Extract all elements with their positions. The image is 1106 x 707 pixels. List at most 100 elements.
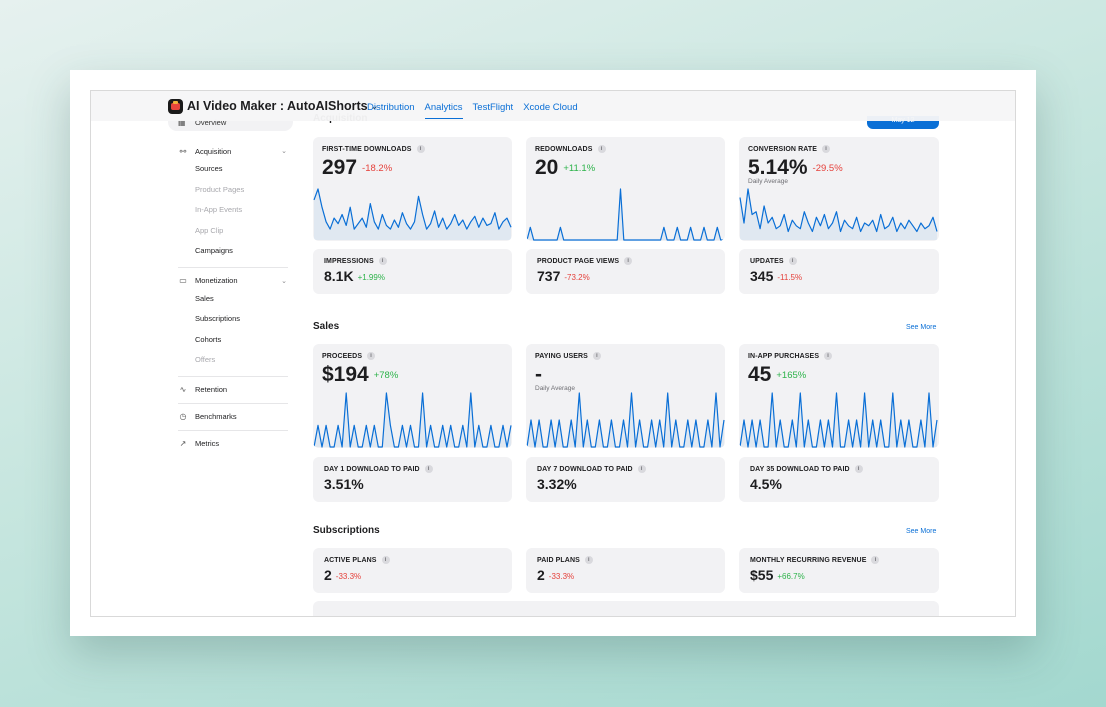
sidebar-item-subscriptions[interactable]: Subscriptions <box>195 314 241 323</box>
metric-label: CONVERSION RATE i <box>748 145 831 153</box>
sidebar-item-benchmarks[interactable]: ◷ Benchmarks <box>168 409 293 425</box>
sparkline <box>526 188 724 241</box>
metric-value-text: $194 <box>322 363 369 386</box>
sparkline-area <box>740 189 937 240</box>
metric-label: PRODUCT PAGE VIEWS i <box>537 257 633 265</box>
metric-value: 737 -73.2% <box>537 268 590 284</box>
info-icon[interactable]: i <box>637 465 646 473</box>
metric-card-in-app-purchases[interactable]: IN-APP PURCHASES i 45 +165% <box>739 344 939 448</box>
info-icon[interactable]: i <box>584 556 593 564</box>
tab-analytics[interactable]: Analytics <box>424 102 463 119</box>
tab-xcode-cloud[interactable]: Xcode Cloud <box>523 102 578 113</box>
info-icon[interactable]: i <box>822 145 831 153</box>
chevron-down-icon: ⌄ <box>281 148 287 155</box>
metric-label-text: PROCEEDS <box>322 352 363 360</box>
metric-delta: -73.2% <box>564 273 590 282</box>
sidebar: ▦ Overview ⚯ Acquisition ⌄ Sources Produ… <box>168 113 293 452</box>
app-icon[interactable] <box>168 99 183 114</box>
sparkline-area <box>314 189 511 240</box>
metric-delta: +66.7% <box>777 572 805 581</box>
sales-see-more-link[interactable]: See More <box>906 324 937 331</box>
sidebar-item-campaigns[interactable]: Campaigns <box>195 246 233 255</box>
metric-value-text: $55 <box>750 567 774 583</box>
sidebar-divider <box>178 266 288 268</box>
metric-label-text: IMPRESSIONS <box>324 257 374 265</box>
subscriptions-see-more-link[interactable]: See More <box>906 528 937 535</box>
metric-value: 4.5% <box>750 476 782 492</box>
info-icon[interactable]: i <box>871 556 880 564</box>
pulse-icon: ∿ <box>179 385 187 394</box>
metric-card-product-page-views[interactable]: PRODUCT PAGE VIEWS i 737 -73.2% <box>526 249 725 294</box>
sidebar-section-monetization[interactable]: ▭ Monetization ⌄ <box>168 273 293 289</box>
metric-label-text: DAY 1 DOWNLOAD TO PAID <box>324 465 420 473</box>
sidebar-item-metrics[interactable]: ↗ Metrics <box>168 436 293 452</box>
metric-label-text: DAY 35 DOWNLOAD TO PAID <box>750 465 850 473</box>
metric-card-paying-users[interactable]: PAYING USERS i - Daily Average <box>526 344 725 448</box>
info-icon[interactable]: i <box>424 465 433 473</box>
metric-card-redownloads[interactable]: REDOWNLOADS i 20 +11.1% <box>526 137 725 241</box>
metric-card-first-time-downloads[interactable]: FIRST-TIME DOWNLOADS i 297 -18.2% <box>313 137 512 241</box>
sparkline <box>739 188 938 240</box>
sidebar-item-sales[interactable]: Sales <box>195 293 214 303</box>
sidebar-item-app-clip: App Clip <box>195 225 224 235</box>
metric-value: 3.51% <box>324 476 364 492</box>
metric-label: DAY 1 DOWNLOAD TO PAID i <box>324 465 433 473</box>
metric-label: PAYING USERS i <box>535 352 601 360</box>
sparkline-line <box>526 392 725 448</box>
metric-label-text: FIRST-TIME DOWNLOADS <box>322 145 412 153</box>
tab-distribution[interactable]: Distribution <box>367 102 415 113</box>
metric-delta: +165% <box>776 370 807 381</box>
info-icon[interactable]: i <box>824 352 833 360</box>
metric-delta: -29.5% <box>812 163 843 174</box>
sidebar-item-retention[interactable]: ∿ Retention <box>168 382 293 398</box>
metric-card-conversion-rate[interactable]: CONVERSION RATE i 5.14% -29.5% Daily Avera… <box>739 137 939 241</box>
metric-label-text: MONTHLY RECURRING REVENUE <box>750 556 867 564</box>
metric-value-text: 8.1K <box>324 268 354 284</box>
metric-label-text: DAY 7 DOWNLOAD TO PAID <box>537 465 633 473</box>
metric-label: FIRST-TIME DOWNLOADS i <box>322 145 425 153</box>
clock-icon: ◷ <box>179 412 187 421</box>
metric-card-proceeds[interactable]: PROCEEDS i $194 +78% <box>313 344 512 448</box>
info-icon[interactable]: i <box>597 145 606 153</box>
metric-note: Daily Average <box>748 178 788 185</box>
info-icon[interactable]: i <box>367 352 376 360</box>
metric-card-day1-download-to-paid[interactable]: DAY 1 DOWNLOAD TO PAID i 3.51% <box>313 457 512 502</box>
metric-card-active-plans[interactable]: ACTIVE PLANS i 2 -33.3% <box>313 548 512 593</box>
metric-value: 5.14% -29.5% <box>748 156 843 180</box>
info-icon[interactable]: i <box>788 257 797 265</box>
metric-label: ACTIVE PLANS i <box>324 556 390 564</box>
metric-card-impressions[interactable]: IMPRESSIONS i 8.1K +1.99% <box>313 249 512 294</box>
sparkline <box>739 392 938 448</box>
info-icon[interactable]: i <box>381 556 390 564</box>
metric-value-text: 2 <box>324 567 332 583</box>
metric-value: $55 +66.7% <box>750 567 805 583</box>
sidebar-divider <box>178 429 288 431</box>
info-icon[interactable]: i <box>592 352 601 360</box>
sidebar-section-label: Acquisition <box>195 146 232 156</box>
metric-value: - <box>535 363 547 387</box>
metric-value: $194 +78% <box>322 363 398 387</box>
metric-card-paid-plans[interactable]: PAID PLANS i 2 -33.3% <box>526 548 725 593</box>
metric-card-updates[interactable]: UPDATES i 345 -11.5% <box>739 249 939 294</box>
sidebar-item-sources[interactable]: Sources <box>195 164 223 173</box>
info-icon[interactable]: i <box>854 465 863 473</box>
sidebar-divider <box>178 375 288 377</box>
info-icon[interactable]: i <box>624 257 633 265</box>
metric-card-day35-download-to-paid[interactable]: DAY 35 DOWNLOAD TO PAID i 4.5% <box>739 457 939 502</box>
app-title: AI Video Maker : AutoAIShorts <box>187 99 368 113</box>
metric-value-text: - <box>535 363 542 386</box>
metric-card-monthly-recurring-revenue[interactable]: MONTHLY RECURRING REVENUE i $55 +66.7% <box>739 548 939 593</box>
metric-label-text: PAYING USERS <box>535 352 588 360</box>
metric-label-text: REDOWNLOADS <box>535 145 593 153</box>
metric-value-text: 2 <box>537 567 545 583</box>
info-icon[interactable]: i <box>416 145 425 153</box>
app-switcher[interactable]: AI Video Maker : AutoAIShorts ⌄ <box>187 99 378 113</box>
app-window: AI Video Maker : AutoAIShorts ⌄ Distribu… <box>90 90 1016 617</box>
metric-label: IN-APP PURCHASES i <box>748 352 833 360</box>
tab-testflight[interactable]: TestFlight <box>472 102 514 113</box>
sidebar-section-acquisition[interactable]: ⚯ Acquisition ⌄ <box>168 143 293 159</box>
metric-value-text: 297 <box>322 156 358 179</box>
info-icon[interactable]: i <box>378 257 387 265</box>
sidebar-item-cohorts[interactable]: Cohorts <box>195 334 222 344</box>
metric-card-day7-download-to-paid[interactable]: DAY 7 DOWNLOAD TO PAID i 3.32% <box>526 457 725 502</box>
